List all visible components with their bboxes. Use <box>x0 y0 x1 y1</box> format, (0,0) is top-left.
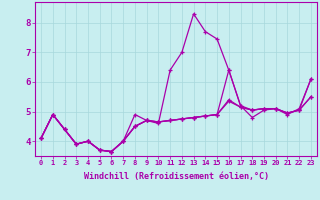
X-axis label: Windchill (Refroidissement éolien,°C): Windchill (Refroidissement éolien,°C) <box>84 172 268 181</box>
